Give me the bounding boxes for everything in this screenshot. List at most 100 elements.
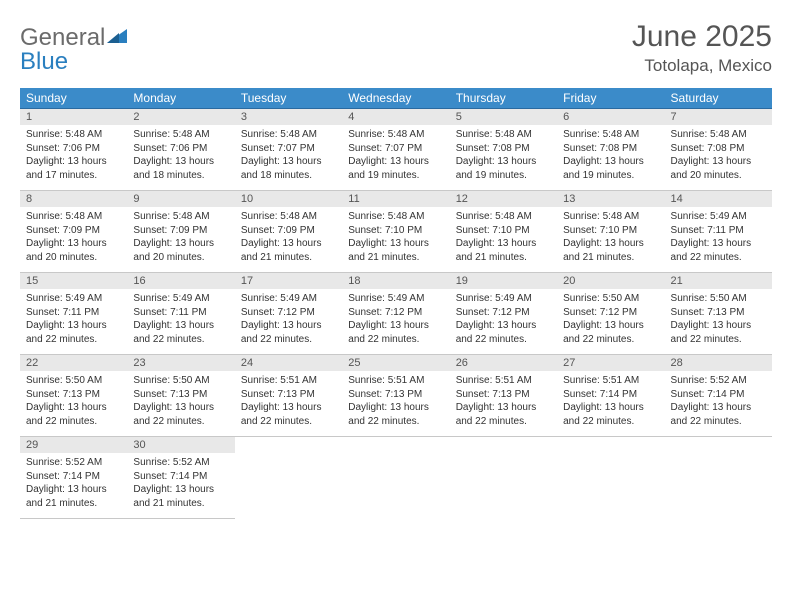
- calendar-day-cell: 28Sunrise: 5:52 AMSunset: 7:14 PMDayligh…: [665, 355, 772, 437]
- day-details: Sunrise: 5:50 AMSunset: 7:12 PMDaylight:…: [557, 289, 664, 354]
- day-header: Wednesday: [342, 88, 449, 109]
- calendar-day-cell: 30Sunrise: 5:52 AMSunset: 7:14 PMDayligh…: [127, 437, 234, 519]
- calendar-day-cell: 21Sunrise: 5:50 AMSunset: 7:13 PMDayligh…: [665, 273, 772, 355]
- day-details: Sunrise: 5:50 AMSunset: 7:13 PMDaylight:…: [665, 289, 772, 354]
- calendar-day-cell: [557, 437, 664, 519]
- calendar-day-cell: 9Sunrise: 5:48 AMSunset: 7:09 PMDaylight…: [127, 191, 234, 273]
- calendar-day-cell: 29Sunrise: 5:52 AMSunset: 7:14 PMDayligh…: [20, 437, 127, 519]
- day-details: Sunrise: 5:52 AMSunset: 7:14 PMDaylight:…: [20, 453, 127, 518]
- day-number: 20: [557, 273, 664, 289]
- calendar-day-cell: [450, 437, 557, 519]
- day-number: 5: [450, 109, 557, 125]
- day-details: Sunrise: 5:48 AMSunset: 7:08 PMDaylight:…: [665, 125, 772, 190]
- day-details: Sunrise: 5:52 AMSunset: 7:14 PMDaylight:…: [665, 371, 772, 436]
- day-details: Sunrise: 5:49 AMSunset: 7:12 PMDaylight:…: [450, 289, 557, 354]
- calendar-day-cell: 11Sunrise: 5:48 AMSunset: 7:10 PMDayligh…: [342, 191, 449, 273]
- calendar-week-row: 22Sunrise: 5:50 AMSunset: 7:13 PMDayligh…: [20, 355, 772, 437]
- day-number: 26: [450, 355, 557, 371]
- logo-text-general: General: [20, 24, 105, 51]
- calendar-week-row: 8Sunrise: 5:48 AMSunset: 7:09 PMDaylight…: [20, 191, 772, 273]
- day-number: 28: [665, 355, 772, 371]
- day-number: 25: [342, 355, 449, 371]
- day-details: Sunrise: 5:50 AMSunset: 7:13 PMDaylight:…: [127, 371, 234, 436]
- day-details: Sunrise: 5:48 AMSunset: 7:08 PMDaylight:…: [450, 125, 557, 190]
- day-details: Sunrise: 5:48 AMSunset: 7:08 PMDaylight:…: [557, 125, 664, 190]
- day-number: 12: [450, 191, 557, 207]
- day-details: Sunrise: 5:48 AMSunset: 7:07 PMDaylight:…: [342, 125, 449, 190]
- calendar-week-row: 15Sunrise: 5:49 AMSunset: 7:11 PMDayligh…: [20, 273, 772, 355]
- day-details: Sunrise: 5:49 AMSunset: 7:11 PMDaylight:…: [127, 289, 234, 354]
- day-number: 18: [342, 273, 449, 289]
- day-header: Friday: [557, 88, 664, 109]
- day-details: Sunrise: 5:48 AMSunset: 7:06 PMDaylight:…: [127, 125, 234, 190]
- day-number: 23: [127, 355, 234, 371]
- day-details: Sunrise: 5:48 AMSunset: 7:07 PMDaylight:…: [235, 125, 342, 190]
- day-number: 16: [127, 273, 234, 289]
- calendar-header-row: Sunday Monday Tuesday Wednesday Thursday…: [20, 88, 772, 109]
- day-number: 19: [450, 273, 557, 289]
- day-details: Sunrise: 5:48 AMSunset: 7:10 PMDaylight:…: [450, 207, 557, 272]
- calendar-week-row: 1Sunrise: 5:48 AMSunset: 7:06 PMDaylight…: [20, 109, 772, 191]
- calendar-day-cell: 7Sunrise: 5:48 AMSunset: 7:08 PMDaylight…: [665, 109, 772, 191]
- location-label: Totolapa, Mexico: [632, 56, 772, 76]
- calendar-day-cell: 24Sunrise: 5:51 AMSunset: 7:13 PMDayligh…: [235, 355, 342, 437]
- day-details: Sunrise: 5:49 AMSunset: 7:12 PMDaylight:…: [342, 289, 449, 354]
- calendar-day-cell: 23Sunrise: 5:50 AMSunset: 7:13 PMDayligh…: [127, 355, 234, 437]
- day-header: Tuesday: [235, 88, 342, 109]
- calendar-day-cell: 1Sunrise: 5:48 AMSunset: 7:06 PMDaylight…: [20, 109, 127, 191]
- day-number: 30: [127, 437, 234, 453]
- day-header: Thursday: [450, 88, 557, 109]
- page-header: General Blue June 2025 Totolapa, Mexico: [20, 20, 772, 76]
- day-number: 3: [235, 109, 342, 125]
- calendar-day-cell: 14Sunrise: 5:49 AMSunset: 7:11 PMDayligh…: [665, 191, 772, 273]
- day-number: 6: [557, 109, 664, 125]
- calendar-day-cell: 22Sunrise: 5:50 AMSunset: 7:13 PMDayligh…: [20, 355, 127, 437]
- logo-text-blue: Blue: [20, 48, 68, 75]
- calendar-day-cell: 27Sunrise: 5:51 AMSunset: 7:14 PMDayligh…: [557, 355, 664, 437]
- day-details: Sunrise: 5:49 AMSunset: 7:12 PMDaylight:…: [235, 289, 342, 354]
- day-number: 10: [235, 191, 342, 207]
- calendar-day-cell: [342, 437, 449, 519]
- day-details: Sunrise: 5:48 AMSunset: 7:09 PMDaylight:…: [235, 207, 342, 272]
- calendar-day-cell: 25Sunrise: 5:51 AMSunset: 7:13 PMDayligh…: [342, 355, 449, 437]
- day-details: Sunrise: 5:48 AMSunset: 7:10 PMDaylight:…: [342, 207, 449, 272]
- day-number: 2: [127, 109, 234, 125]
- calendar-table: Sunday Monday Tuesday Wednesday Thursday…: [20, 88, 772, 519]
- calendar-day-cell: 4Sunrise: 5:48 AMSunset: 7:07 PMDaylight…: [342, 109, 449, 191]
- calendar-day-cell: 19Sunrise: 5:49 AMSunset: 7:12 PMDayligh…: [450, 273, 557, 355]
- day-number: 17: [235, 273, 342, 289]
- day-details: Sunrise: 5:52 AMSunset: 7:14 PMDaylight:…: [127, 453, 234, 518]
- day-number: 7: [665, 109, 772, 125]
- day-details: Sunrise: 5:49 AMSunset: 7:11 PMDaylight:…: [20, 289, 127, 354]
- calendar-day-cell: 2Sunrise: 5:48 AMSunset: 7:06 PMDaylight…: [127, 109, 234, 191]
- calendar-day-cell: 18Sunrise: 5:49 AMSunset: 7:12 PMDayligh…: [342, 273, 449, 355]
- calendar-day-cell: 16Sunrise: 5:49 AMSunset: 7:11 PMDayligh…: [127, 273, 234, 355]
- day-header: Monday: [127, 88, 234, 109]
- day-number: 13: [557, 191, 664, 207]
- day-number: 15: [20, 273, 127, 289]
- logo-sail-icon: [107, 27, 129, 50]
- calendar-day-cell: 5Sunrise: 5:48 AMSunset: 7:08 PMDaylight…: [450, 109, 557, 191]
- calendar-day-cell: 3Sunrise: 5:48 AMSunset: 7:07 PMDaylight…: [235, 109, 342, 191]
- calendar-day-cell: [235, 437, 342, 519]
- calendar-day-cell: 15Sunrise: 5:49 AMSunset: 7:11 PMDayligh…: [20, 273, 127, 355]
- day-details: Sunrise: 5:48 AMSunset: 7:06 PMDaylight:…: [20, 125, 127, 190]
- day-number: 14: [665, 191, 772, 207]
- day-number: 29: [20, 437, 127, 453]
- day-details: Sunrise: 5:49 AMSunset: 7:11 PMDaylight:…: [665, 207, 772, 272]
- calendar-day-cell: 6Sunrise: 5:48 AMSunset: 7:08 PMDaylight…: [557, 109, 664, 191]
- day-header: Sunday: [20, 88, 127, 109]
- calendar-day-cell: 17Sunrise: 5:49 AMSunset: 7:12 PMDayligh…: [235, 273, 342, 355]
- calendar-day-cell: 20Sunrise: 5:50 AMSunset: 7:12 PMDayligh…: [557, 273, 664, 355]
- day-number: 1: [20, 109, 127, 125]
- day-details: Sunrise: 5:48 AMSunset: 7:09 PMDaylight:…: [20, 207, 127, 272]
- logo: General Blue: [20, 26, 129, 74]
- day-details: Sunrise: 5:50 AMSunset: 7:13 PMDaylight:…: [20, 371, 127, 436]
- day-number: 22: [20, 355, 127, 371]
- calendar-day-cell: 8Sunrise: 5:48 AMSunset: 7:09 PMDaylight…: [20, 191, 127, 273]
- day-number: 27: [557, 355, 664, 371]
- day-header: Saturday: [665, 88, 772, 109]
- calendar-day-cell: 13Sunrise: 5:48 AMSunset: 7:10 PMDayligh…: [557, 191, 664, 273]
- calendar-day-cell: 12Sunrise: 5:48 AMSunset: 7:10 PMDayligh…: [450, 191, 557, 273]
- day-number: 4: [342, 109, 449, 125]
